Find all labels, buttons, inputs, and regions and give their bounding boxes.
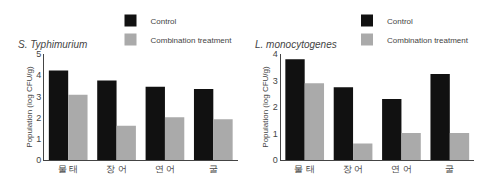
svg-text:4: 4 bbox=[273, 49, 278, 59]
svg-text:Control: Control bbox=[387, 17, 413, 26]
svg-text:연 어: 연 어 bbox=[391, 164, 412, 174]
svg-text:L. monocytogenes: L. monocytogenes bbox=[255, 39, 337, 50]
svg-text:0: 0 bbox=[273, 155, 278, 165]
svg-text:연 어: 연 어 bbox=[155, 164, 176, 174]
svg-text:장 어: 장 어 bbox=[106, 164, 127, 174]
svg-text:물 태: 물 태 bbox=[294, 164, 315, 174]
svg-text:3: 3 bbox=[273, 76, 278, 86]
svg-text:굴: 굴 bbox=[209, 164, 218, 174]
svg-text:Population (log CFU/g): Population (log CFU/g) bbox=[261, 66, 270, 148]
svg-text:Control: Control bbox=[151, 17, 177, 26]
svg-text:Combination treatment: Combination treatment bbox=[387, 36, 469, 45]
svg-text:3: 3 bbox=[36, 92, 41, 102]
svg-text:S. Typhimurium: S. Typhimurium bbox=[18, 39, 87, 50]
svg-text:물 태: 물 태 bbox=[58, 164, 79, 174]
svg-text:4: 4 bbox=[36, 70, 41, 80]
svg-text:장 어: 장 어 bbox=[343, 164, 364, 174]
svg-text:0: 0 bbox=[36, 155, 41, 165]
svg-text:Population (log CFU/g): Population (log CFU/g) bbox=[25, 66, 34, 148]
svg-text:굴: 굴 bbox=[445, 164, 454, 174]
svg-text:5: 5 bbox=[36, 49, 41, 59]
svg-text:Combination treatment: Combination treatment bbox=[151, 36, 233, 45]
svg-text:2: 2 bbox=[273, 102, 278, 112]
svg-text:1: 1 bbox=[36, 134, 41, 144]
svg-text:1: 1 bbox=[273, 129, 278, 139]
svg-text:2: 2 bbox=[36, 113, 41, 123]
